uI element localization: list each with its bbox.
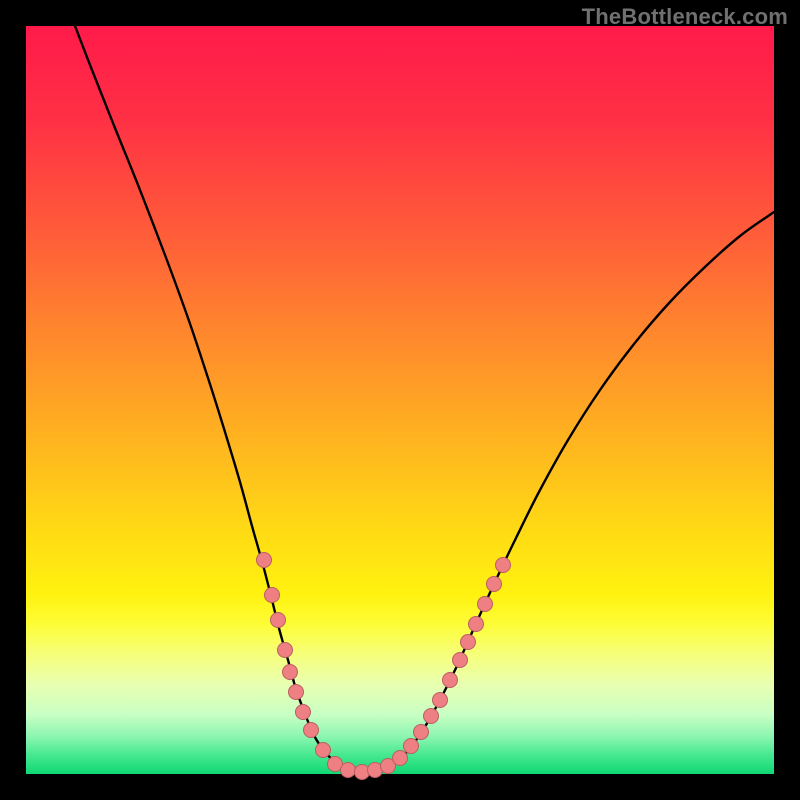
curve-marker (393, 751, 408, 766)
curve-marker (316, 743, 331, 758)
curve-marker (478, 597, 493, 612)
curve-marker (355, 765, 370, 780)
curve-marker (424, 709, 439, 724)
watermark-text: TheBottleneck.com (582, 4, 788, 30)
curve-marker (257, 553, 272, 568)
curve-marker (461, 635, 476, 650)
bottleneck-chart (0, 0, 800, 800)
curve-marker (469, 617, 484, 632)
curve-marker (271, 613, 286, 628)
curve-marker (265, 588, 280, 603)
chart-container: TheBottleneck.com (0, 0, 800, 800)
curve-marker (487, 577, 502, 592)
curve-marker (283, 665, 298, 680)
curve-marker (453, 653, 468, 668)
curve-marker (496, 558, 511, 573)
curve-marker (296, 705, 311, 720)
curve-marker (414, 725, 429, 740)
curve-marker (404, 739, 419, 754)
curve-marker (289, 685, 304, 700)
curve-marker (278, 643, 293, 658)
curve-marker (304, 723, 319, 738)
curve-marker (341, 763, 356, 778)
plot-background (26, 26, 774, 774)
curve-marker (443, 673, 458, 688)
curve-marker (433, 693, 448, 708)
